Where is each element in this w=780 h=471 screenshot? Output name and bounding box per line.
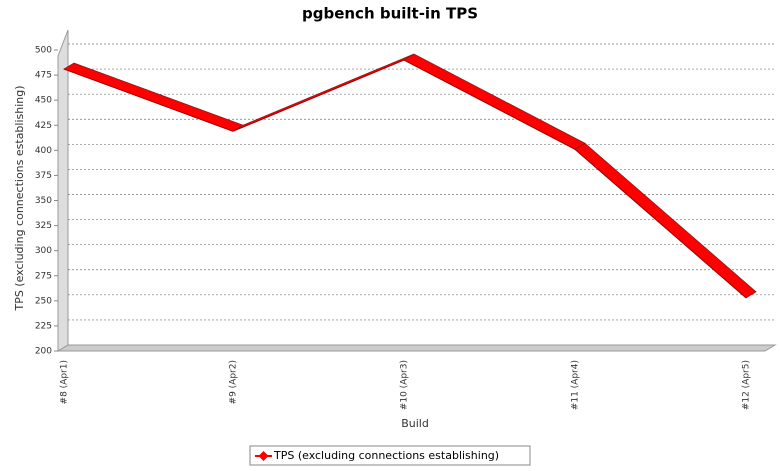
x-tick-label: #9 (Apr2) [229,360,239,404]
y-tick-label: 325 [35,221,52,231]
x-tick-label: #11 (Apr4) [571,360,581,410]
x-tick-label: #8 (Apr1) [60,360,70,404]
y-tick-label: 200 [35,347,52,357]
x-axis-title: Build [401,417,429,430]
y-tick-label: 450 [35,96,52,106]
y-tick-label: 425 [35,121,52,131]
y-tick-label: 350 [35,196,52,206]
y-tick-label: 500 [35,46,52,56]
floor [56,344,777,352]
line [63,59,747,299]
x-tick-label: #10 (Apr3) [400,360,410,410]
legend-label: TPS (excluding connections establishing) [273,449,499,462]
y-axis-title: TPS (excluding connections establishing) [13,85,26,311]
left-wall [57,29,69,352]
chart-title: pgbench built-in TPS [302,5,478,23]
y-tick-label: 250 [35,296,52,306]
ribbon-segment [63,62,244,132]
y-tick-label: 225 [35,321,52,331]
y-tick-label: 275 [35,271,52,281]
ribbon-segment [574,142,757,299]
legend-box [249,445,531,466]
y-tick-label: 375 [35,171,52,181]
x-tick-label: #12 (Apr5) [742,360,752,410]
y-tick-label: 475 [35,71,52,81]
ribbon-segment [403,53,586,150]
y-tick-label: 400 [35,146,52,156]
y-tick-label: 300 [35,246,52,256]
legend-marker [258,451,269,461]
